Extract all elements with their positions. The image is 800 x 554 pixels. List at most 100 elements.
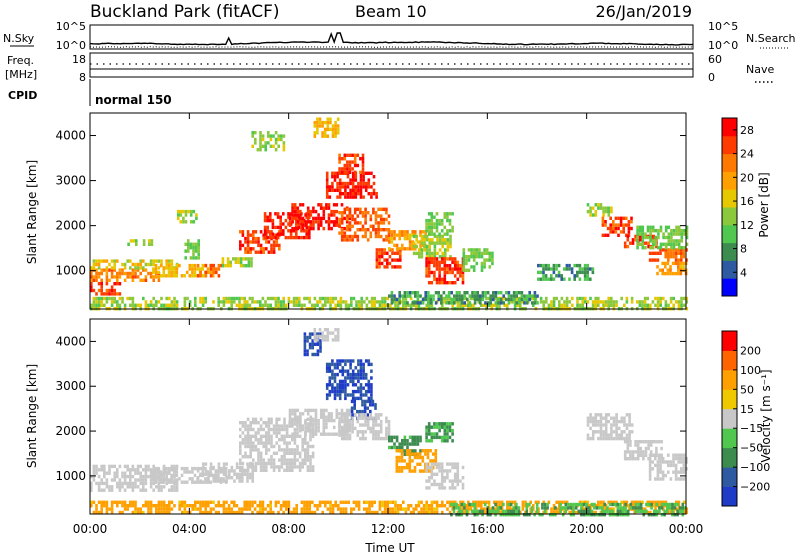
data-cell [623,419,626,424]
data-cell [359,423,362,427]
data-cell [685,232,689,236]
data-cell [441,241,444,245]
data-cell [265,424,268,428]
data-cell [374,406,377,410]
data-cell [577,502,581,507]
data-cell [325,422,328,426]
data-cell [425,504,428,508]
data-cell [299,412,302,416]
data-cell [430,439,434,443]
data-cell [580,502,583,507]
data-cell [626,234,630,239]
data-cell [189,220,193,224]
data-cell [209,267,213,271]
data-cell [333,396,337,401]
data-cell [252,417,255,421]
data-cell [443,486,447,490]
data-cell [204,477,207,481]
data-cell [614,230,618,234]
data-cell [338,167,341,171]
data-cell [682,261,685,266]
data-cell [199,510,202,515]
data-cell [134,303,137,307]
data-cell [623,436,626,441]
data-cell [103,268,106,272]
colorbar-swatch [722,447,737,468]
data-cell [162,485,166,489]
colorbar-tick-label: 24 [740,148,754,161]
data-cell [300,229,303,233]
data-cell [619,509,622,513]
data-cell [415,251,418,256]
data-cell [278,438,281,442]
data-cell [430,510,434,515]
data-cell [650,513,653,517]
data-cell [649,235,652,240]
data-cell [657,235,660,240]
data-cell [611,513,614,517]
data-cell [155,300,158,304]
data-cell [175,263,179,268]
data-cell [256,504,259,508]
data-cell [272,431,276,435]
data-cell [656,470,660,474]
data-cell [412,234,416,239]
data-cell [393,442,396,446]
data-cell [621,513,625,517]
data-cell [262,250,265,254]
data-cell [438,264,441,268]
data-cell [411,247,414,251]
data-cell [259,455,263,459]
data-cell [344,500,348,504]
data-cell [343,419,347,424]
data-cell [470,251,473,255]
data-cell [359,178,363,182]
data-cell [327,220,331,224]
data-cell [374,221,378,225]
data-cell [386,261,389,266]
data-cell [97,296,101,301]
data-cell [629,450,632,454]
data-cell [408,442,412,446]
data-cell [411,230,414,234]
data-cell [642,453,645,457]
data-cell [614,226,618,231]
data-cell [454,500,457,504]
data-cell [160,507,163,511]
data-cell [427,294,430,298]
data-cell [170,473,173,478]
data-cell [465,513,469,517]
data-cell [288,465,291,469]
data-cell [336,185,339,189]
data-cell [123,471,127,475]
data-cell [582,513,586,517]
data-cell [222,510,226,515]
data-cell [604,423,608,427]
data-cell [399,265,402,269]
data-cell [267,448,271,452]
data-cell [322,425,326,430]
colorbar-swatch [722,408,737,429]
data-cell [586,436,590,441]
data-cell [656,271,659,276]
data-cell [331,362,334,367]
data-cell [283,468,286,472]
data-cell [428,241,431,245]
data-cell [335,216,339,221]
data-cell [209,462,213,466]
noise-tick-left-low: 10^0 [56,39,86,52]
data-cell [308,225,311,230]
data-cell [343,163,347,168]
noise-tick-left-high: 10^5 [56,20,86,33]
data-cell [339,507,343,511]
data-cell [436,251,439,256]
data-cell [292,303,296,307]
colorbar-swatch [722,242,737,261]
data-cell [293,418,297,423]
data-cell [278,424,281,428]
data-cell [483,251,486,255]
data-cell [446,500,449,504]
data-cell [276,232,280,236]
data-cell [95,464,98,469]
data-cell [435,281,439,285]
